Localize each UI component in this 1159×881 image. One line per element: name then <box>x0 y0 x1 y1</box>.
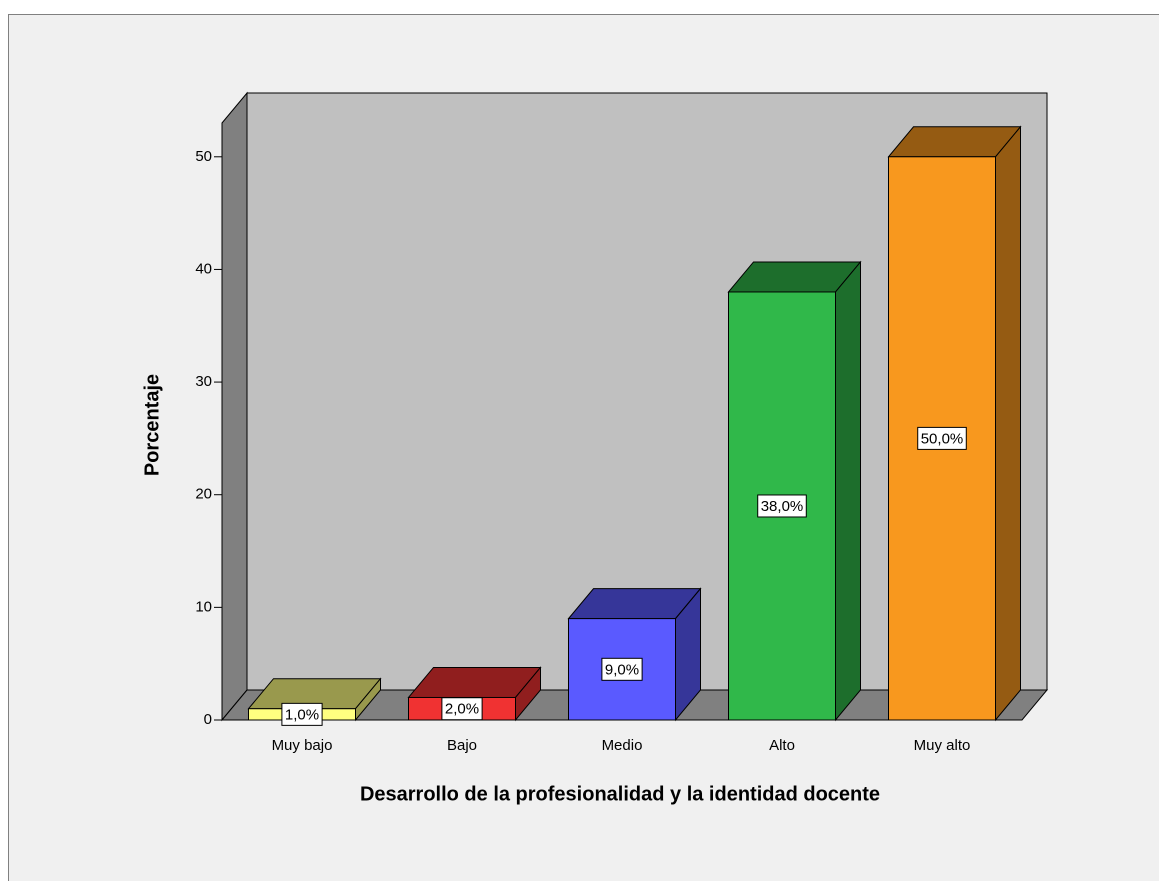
value-label: 9,0% <box>605 661 639 678</box>
value-label-box <box>917 426 967 450</box>
x-tick-label: Muy alto <box>914 737 971 754</box>
y-tick-label: 20 <box>195 486 212 503</box>
value-label-box <box>441 697 483 721</box>
value-label-box <box>601 657 643 681</box>
value-label: 2,0% <box>445 701 479 718</box>
y-tick-label: 0 <box>204 711 212 728</box>
y-tick-label: 30 <box>195 373 212 390</box>
y-tick-label: 10 <box>195 598 212 615</box>
bar-side <box>835 260 861 722</box>
value-label: 38,0% <box>761 498 804 515</box>
x-axis-title: Desarrollo de la profesionalidad y la id… <box>360 783 880 805</box>
y-axis-title: Porcentaje <box>141 374 163 476</box>
value-label-box <box>281 702 323 726</box>
x-tick-label: Bajo <box>447 737 477 754</box>
value-label: 1,0% <box>285 706 319 723</box>
value-label-box <box>757 494 807 518</box>
value-label: 50,0% <box>921 430 964 447</box>
x-tick-label: Medio <box>602 737 643 754</box>
y-tick-label: 50 <box>195 148 212 165</box>
side-wall <box>221 91 248 722</box>
bar-side <box>995 125 1021 722</box>
y-tick-label: 40 <box>195 260 212 277</box>
x-tick-label: Muy bajo <box>272 737 333 754</box>
x-tick-label: Alto <box>769 737 795 754</box>
